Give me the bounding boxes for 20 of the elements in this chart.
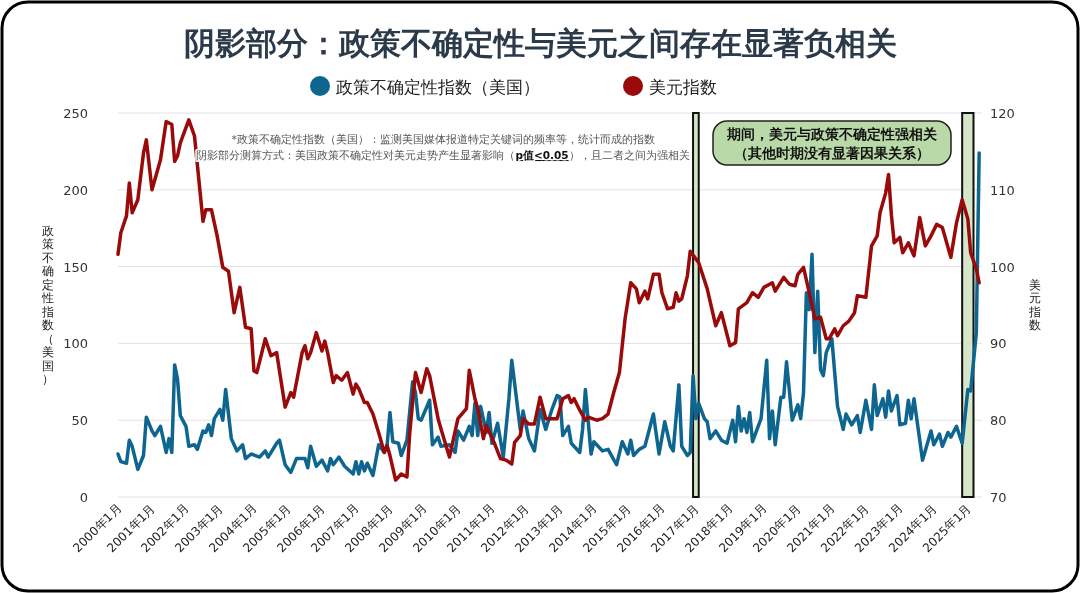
y2-tick-label: 120	[990, 106, 1015, 121]
annotation: （其他时期没有显著因果关系）	[734, 145, 930, 161]
legend-label: 美元指数	[649, 77, 717, 97]
legend-label: 政策不确定性指数（美国）	[336, 77, 540, 97]
y-tick-label: 250	[63, 106, 88, 121]
annotation: 期间，美元与政策不确定性强相关	[726, 126, 937, 142]
y-tick-label: 200	[63, 182, 88, 198]
y-tick-label: 0	[79, 490, 88, 505]
chart-title: 阴影部分：政策不确定性与美元之间存在显著负相关	[183, 25, 897, 61]
y2-tick-label: 90	[990, 336, 1007, 352]
y-tick-label: 100	[63, 336, 88, 352]
y2-tick-label: 70	[990, 490, 1007, 505]
y2-tick-label: 100	[990, 259, 1015, 275]
y2-tick-label: 80	[990, 413, 1007, 429]
annotation: *政策不确定性指数（美国）：监测美国媒体报道特定关键词的频率等，统计而成的指数	[231, 133, 655, 145]
y2-tick-label: 110	[990, 182, 1015, 198]
y2-axis-title: 美元指数	[1028, 277, 1041, 333]
y-tick-label: 150	[63, 259, 88, 275]
text: 政策不确定性指数（美国）	[42, 223, 54, 387]
y-tick-label: 50	[71, 413, 88, 429]
